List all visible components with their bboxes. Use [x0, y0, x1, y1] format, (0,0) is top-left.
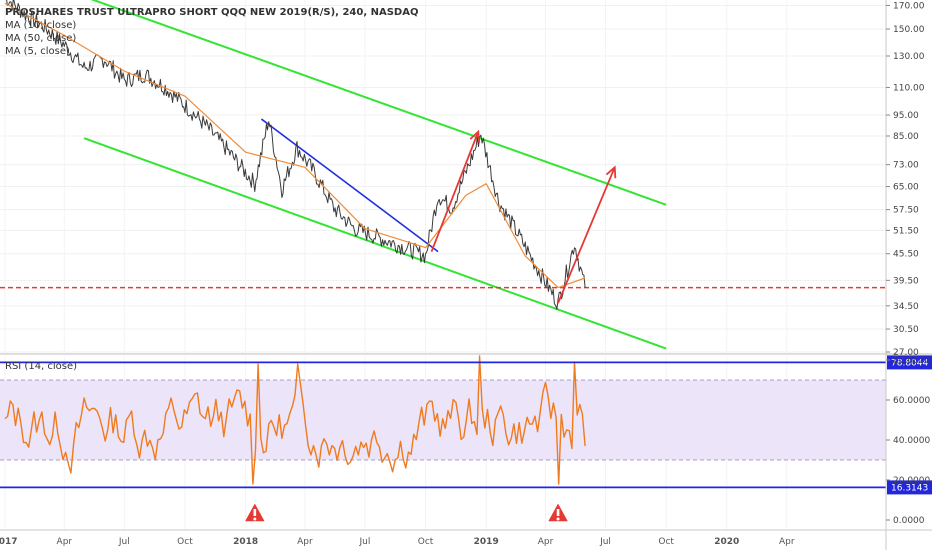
warning-icon-dot — [253, 517, 257, 521]
price-tick-label: 51.50 — [893, 226, 919, 236]
channel-lines — [0, 0, 886, 350]
time-tick-label: Apr — [297, 537, 313, 547]
price-tick-label: 130.00 — [893, 52, 925, 62]
time-tick-label: Apr — [538, 537, 554, 547]
ma-50-line — [4, 2, 586, 289]
price-tick-label: 45.50 — [893, 250, 919, 260]
rsi-level-label: 78.8044 — [891, 358, 928, 368]
warning-marker — [546, 501, 570, 523]
time-tick-label: Apr — [779, 537, 795, 547]
price-tick-label: 39.50 — [893, 276, 919, 286]
time-tick-label: 2019 — [474, 537, 499, 547]
price-tick-label: 57.50 — [893, 206, 919, 216]
time-tick-label: Oct — [177, 537, 193, 547]
rsi-level-badge — [887, 355, 932, 370]
price-tick-label: 27.00 — [893, 348, 919, 358]
warning-marker — [243, 501, 267, 523]
lower-channel-line — [83, 137, 667, 350]
price-tick-label: 30.50 — [893, 325, 919, 335]
price-tick-label: 110.00 — [893, 83, 925, 93]
warning-icon-bar — [253, 509, 257, 516]
ma-10-label: MA (10, close) — [5, 20, 77, 31]
rsi-legend: RSI (14, close) — [5, 360, 77, 373]
annotations: 78.8044 16.3143 — [0, 129, 932, 523]
time-tick-label: 2017 — [0, 537, 18, 547]
price-tick-label: 65.00 — [893, 183, 919, 193]
ma-5-label: MA (5, close) — [5, 46, 70, 57]
ma-50-label: MA (50, close) — [5, 33, 77, 44]
price-tick-label: 95.00 — [893, 111, 919, 121]
series — [4, 0, 586, 485]
price-line — [6, 0, 586, 310]
rsi-level-badge — [887, 480, 932, 495]
grid — [0, 0, 886, 530]
rsi-title: RSI (14, close) — [5, 361, 78, 372]
projection-arrow-line — [557, 166, 616, 304]
price-tick-label: 170.00 — [893, 1, 925, 11]
rsi-tick-label: 20.0000 — [893, 476, 930, 486]
price-tick-label: 150.00 — [893, 25, 925, 35]
main-legend: PROSHARES TRUST ULTRAPRO SHORT QQQ NEW 2… — [5, 6, 418, 58]
rsi-tick-label: 80.0000 — [893, 356, 930, 366]
rsi-tick-label: 40.0000 — [893, 436, 930, 446]
time-tick-label: Apr — [57, 537, 73, 547]
time-tick-label: Jul — [358, 537, 370, 547]
rsi-line — [4, 355, 586, 485]
projection-arrow-line — [430, 131, 480, 252]
price-tick-label: 34.50 — [893, 302, 919, 312]
time-tick-label: Jul — [118, 537, 130, 547]
warning-icon-bar — [556, 509, 560, 516]
projection-arrow-head — [469, 129, 481, 143]
chart-title: PROSHARES TRUST ULTRAPRO SHORT QQQ NEW 2… — [5, 7, 419, 18]
projection-arrow-head — [605, 165, 617, 179]
time-tick-label: Oct — [658, 537, 674, 547]
descending-trendline — [260, 118, 439, 253]
price-tick-label: 85.00 — [893, 132, 919, 142]
time-tick-label: 2020 — [714, 537, 739, 547]
rsi-level-label: 16.3143 — [891, 483, 928, 493]
price-tick-label: 73.00 — [893, 161, 919, 171]
time-tick-label: Jul — [599, 537, 611, 547]
warning-icon-dot — [556, 517, 560, 521]
time-tick-label: Oct — [418, 537, 434, 547]
time-tick-label: 2018 — [233, 537, 258, 547]
rsi-tick-label: 0.0000 — [893, 516, 925, 526]
rsi-tick-label: 60.0000 — [893, 396, 930, 406]
upper-channel-line — [90, 0, 667, 206]
